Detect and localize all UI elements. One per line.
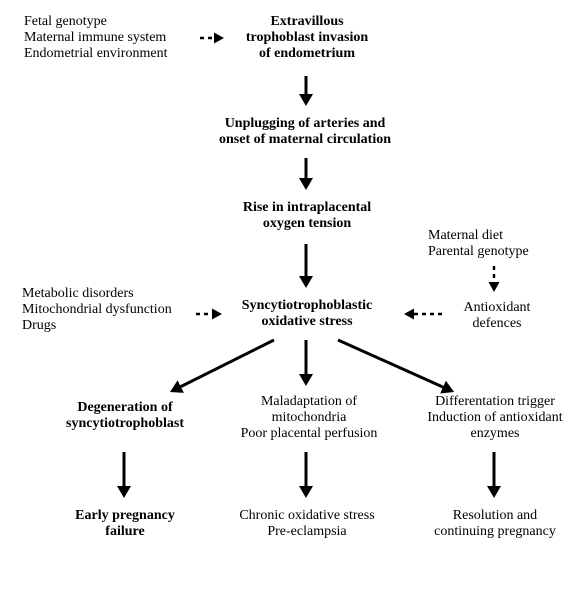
node-early-fail: Early pregnancy failure	[50, 508, 200, 540]
arrow-head-a_degen_to_fail	[117, 486, 131, 498]
node-unplugging: Unplugging of arteries and onset of mate…	[190, 116, 420, 148]
arrow-shaft-a_stress_to_diff	[338, 340, 443, 387]
node-chronic: Chronic oxidative stress Pre-eclampsia	[212, 508, 402, 540]
node-rise-o2: Rise in intraplacental oxygen tension	[212, 200, 402, 232]
arrow-head-a_antiox_to_stress	[404, 309, 414, 320]
node-resolution: Resolution and continuing pregnancy	[410, 508, 580, 540]
node-antiox: Antioxidant defences	[442, 300, 552, 332]
arrow-head-a_evt_to_unplug	[299, 94, 313, 106]
node-evt-invasion: Extravillous trophoblast invasion of end…	[222, 14, 392, 62]
arrow-head-a_rise_to_stress	[299, 276, 313, 288]
node-metabolic: Metabolic disorders Mitochondrial dysfun…	[22, 286, 202, 334]
arrow-head-a_stress_to_degen	[170, 380, 184, 393]
node-diff-trigger: Differentation trigger Induction of anti…	[406, 394, 584, 442]
arrow-head-a_unplug_to_rise	[299, 178, 313, 190]
arrow-head-a_stress_to_malad	[299, 374, 313, 386]
arrow-shaft-a_stress_to_degen	[181, 340, 274, 387]
node-inputs-left: Fetal genotype Maternal immune system En…	[24, 14, 206, 62]
flowchart-stage: Fetal genotype Maternal immune system En…	[0, 0, 586, 591]
node-degen: Degeneration of syncytiotrophoblast	[40, 400, 210, 432]
arrow-head-a_diet_to_antiox	[489, 282, 500, 292]
node-maladapt: Maladaptation of mitochondria Poor place…	[214, 394, 404, 442]
arrow-head-a_stress_to_diff	[440, 381, 454, 394]
node-diet-genotype: Maternal diet Parental genotype	[428, 228, 578, 260]
arrow-head-a_malad_to_chron	[299, 486, 313, 498]
node-stob-stress: Syncytiotrophoblastic oxidative stress	[212, 298, 402, 330]
arrow-head-a_diff_to_res	[487, 486, 501, 498]
